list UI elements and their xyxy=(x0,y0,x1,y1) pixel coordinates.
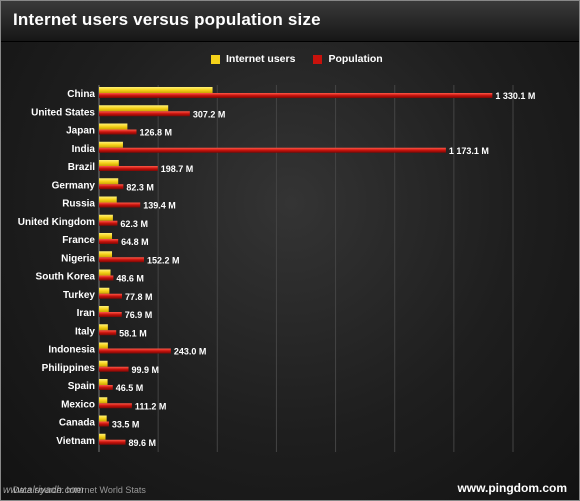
population-value-label: 82.3 M xyxy=(126,182,154,192)
population-value-label: 243.0 M xyxy=(174,347,207,357)
population-value-label: 198.7 M xyxy=(161,164,194,174)
bar-internet-users xyxy=(99,123,128,130)
bar-internet-users xyxy=(99,233,113,239)
bar-population xyxy=(99,293,123,299)
bars xyxy=(99,87,493,445)
category-label: Iran xyxy=(77,308,95,319)
category-label: United Kingdom xyxy=(18,217,95,228)
legend-swatch-internet-users xyxy=(211,54,220,64)
category-label: Spain xyxy=(68,381,95,392)
bar-population xyxy=(99,202,141,208)
bar-internet-users xyxy=(99,287,110,294)
category-label: Philippines xyxy=(42,363,96,374)
population-value-label: 1 173.1 M xyxy=(449,146,489,156)
bar-internet-users xyxy=(99,379,108,385)
bar-population xyxy=(99,239,119,244)
bar-internet-users xyxy=(99,160,119,166)
population-value-label: 46.5 M xyxy=(116,383,144,393)
bar-internet-users xyxy=(99,178,119,185)
category-label: Brazil xyxy=(68,162,95,173)
legend-label-population: Population xyxy=(328,53,383,65)
data-source-note: Data source: Internet World Stats xyxy=(13,485,146,495)
bar-population xyxy=(99,366,129,372)
category-label: Canada xyxy=(59,418,96,429)
bar-internet-users xyxy=(99,269,111,276)
category-label: Turkey xyxy=(63,290,95,301)
bar-population xyxy=(99,385,113,390)
category-label: China xyxy=(67,89,95,100)
grid-lines xyxy=(98,85,514,452)
bar-population xyxy=(99,330,117,336)
bar-population xyxy=(99,403,132,409)
population-value-label: 89.6 M xyxy=(128,438,156,448)
category-label: Germany xyxy=(52,180,96,191)
category-label: Indonesia xyxy=(48,345,95,356)
category-label: South Korea xyxy=(36,272,96,283)
population-value-label: 126.8 M xyxy=(139,128,172,138)
bar-population xyxy=(99,275,114,281)
population-value-label: 76.9 M xyxy=(125,310,153,320)
category-label: United States xyxy=(31,107,95,118)
population-value-label: 152.2 M xyxy=(147,255,180,265)
bar-internet-users xyxy=(99,324,108,331)
bar-population xyxy=(99,147,446,153)
bar-internet-users xyxy=(99,214,113,221)
bar-population xyxy=(99,184,124,190)
chart-background xyxy=(1,42,579,500)
population-value-label: 99.9 M xyxy=(132,365,160,375)
bar-population xyxy=(99,111,190,117)
category-label: Russia xyxy=(62,199,95,210)
legend: Internet users Population xyxy=(211,53,395,65)
bar-internet-users xyxy=(99,251,113,258)
bar-internet-users xyxy=(99,306,109,312)
bar-internet-users xyxy=(99,196,117,203)
bar-population xyxy=(99,348,171,354)
watermark: www.alriyadh.com xyxy=(3,485,84,496)
bar-internet-users xyxy=(99,415,107,422)
bar-internet-users xyxy=(99,360,108,367)
bar-internet-users xyxy=(99,397,108,404)
bar-population xyxy=(99,439,126,445)
labels: China 1 330.1 M United States 307.2 M Japan 1… xyxy=(18,89,536,448)
population-value-label: 307.2 M xyxy=(193,109,226,119)
population-value-label: 33.5 M xyxy=(112,420,140,430)
legend-item-population: Population xyxy=(313,53,383,65)
bar-population xyxy=(99,129,137,135)
bar-internet-users xyxy=(99,433,106,440)
legend-label-internet-users: Internet users xyxy=(226,53,296,65)
population-value-label: 48.6 M xyxy=(116,274,144,284)
brand-url: www.pingdom.com xyxy=(457,481,567,495)
category-label: Japan xyxy=(66,126,95,137)
bar-internet-users xyxy=(99,141,123,148)
bar-population xyxy=(99,93,493,98)
legend-item-internet-users: Internet users xyxy=(211,53,295,65)
bar-internet-users xyxy=(99,342,108,349)
category-label: Mexico xyxy=(61,399,95,410)
population-value-label: 58.1 M xyxy=(119,328,147,338)
bar-population xyxy=(99,166,158,171)
bar-internet-users xyxy=(99,87,213,93)
bar-internet-users xyxy=(99,105,169,112)
population-value-label: 139.4 M xyxy=(143,201,176,211)
category-label: Italy xyxy=(75,326,95,337)
population-value-label: 62.3 M xyxy=(120,219,148,229)
population-value-label: 111.2 M xyxy=(135,401,167,411)
population-value-label: 64.8 M xyxy=(121,237,149,247)
population-value-label: 77.8 M xyxy=(125,292,153,302)
title-bar: Internet users versus population size xyxy=(1,1,579,42)
category-label: India xyxy=(72,144,96,155)
bar-population xyxy=(99,257,145,263)
category-label: France xyxy=(62,235,95,246)
category-label: Vietnam xyxy=(56,436,95,447)
bar-population xyxy=(99,220,118,226)
category-label: Nigeria xyxy=(61,253,95,264)
legend-swatch-population xyxy=(313,54,323,64)
population-value-label: 1 330.1 M xyxy=(495,91,535,101)
chart-title: Internet users versus population size xyxy=(13,10,321,29)
bar-population xyxy=(99,421,109,427)
bar-population xyxy=(99,312,122,317)
